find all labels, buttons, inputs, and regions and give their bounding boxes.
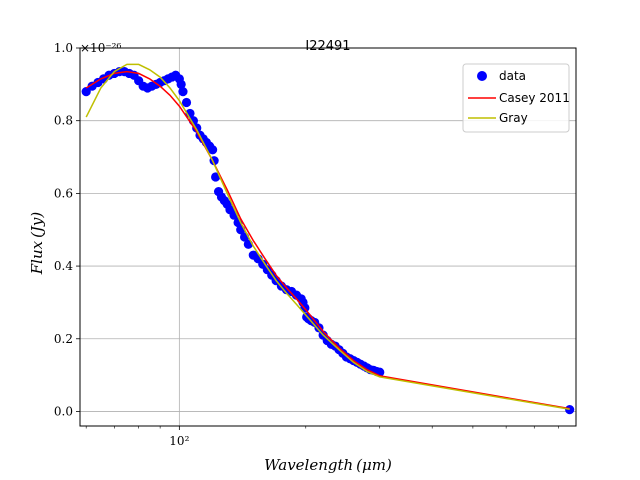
- x-tick-label: 10²: [169, 434, 189, 448]
- y-axis-label: Flux (Jy): [28, 212, 46, 276]
- data-point: [181, 97, 192, 108]
- series-line-gray: [85, 63, 570, 411]
- ticks: 0.0 0.2 0.4 0.6 0.8 1.0 10²: [54, 41, 559, 448]
- y-tick-label: 1.0: [54, 41, 73, 55]
- y-tick-label: 0.2: [54, 332, 73, 346]
- data-point: [208, 145, 218, 155]
- plot-frame: [79, 47, 577, 427]
- data-point: [178, 87, 188, 97]
- series-line-casey: [85, 70, 570, 410]
- y-multiplier: ×10⁻²⁶: [80, 41, 121, 55]
- y-tick-label: 0.8: [54, 114, 73, 128]
- y-tick-label: 0.0: [54, 404, 73, 418]
- y-tick-label: 0.4: [54, 259, 73, 273]
- data-point: [565, 405, 575, 415]
- chart-title: I22491: [305, 39, 350, 54]
- data-point: [81, 87, 91, 97]
- data-point: [211, 172, 221, 182]
- legend-box: [462, 63, 570, 133]
- legend: data Casey 2011 Gray: [462, 63, 570, 133]
- legend-label-casey: Casey 2011: [499, 91, 570, 105]
- legend-label-data: data: [499, 69, 526, 83]
- x-axis-label: Wavelength (μm): [264, 456, 392, 474]
- legend-marker-data: [477, 71, 487, 81]
- y-tick-label: 0.6: [54, 186, 73, 200]
- series-layer: [81, 63, 575, 415]
- data-point: [176, 79, 186, 89]
- legend-label-gray: Gray: [499, 111, 528, 125]
